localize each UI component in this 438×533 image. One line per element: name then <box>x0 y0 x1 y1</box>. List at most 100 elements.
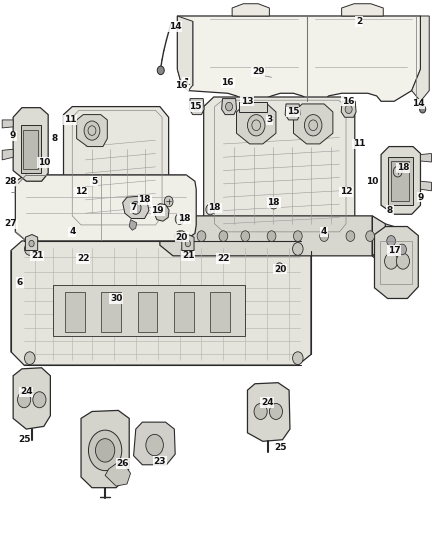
Circle shape <box>25 352 35 365</box>
Text: 11: 11 <box>64 116 76 124</box>
Polygon shape <box>25 235 38 251</box>
Polygon shape <box>64 107 169 229</box>
Text: 18: 18 <box>397 164 409 172</box>
Circle shape <box>197 231 206 241</box>
Text: 22: 22 <box>217 254 230 263</box>
Polygon shape <box>160 216 385 256</box>
Circle shape <box>385 253 398 269</box>
Text: 9: 9 <box>10 132 16 140</box>
Text: 18: 18 <box>138 196 151 204</box>
Circle shape <box>366 231 374 241</box>
Bar <box>65 292 85 332</box>
Text: 20: 20 <box>176 233 188 241</box>
Circle shape <box>247 115 265 136</box>
Text: 3: 3 <box>266 116 272 124</box>
Text: 28: 28 <box>5 177 17 185</box>
Circle shape <box>33 392 46 408</box>
Polygon shape <box>154 204 169 221</box>
Circle shape <box>157 66 164 75</box>
Polygon shape <box>182 235 194 251</box>
Bar <box>23 130 38 169</box>
Polygon shape <box>342 4 383 16</box>
Polygon shape <box>381 147 420 214</box>
Text: 6: 6 <box>17 278 23 287</box>
Polygon shape <box>11 241 311 365</box>
Circle shape <box>88 430 122 471</box>
Polygon shape <box>134 422 175 465</box>
Text: 25: 25 <box>274 443 286 452</box>
Circle shape <box>267 231 276 241</box>
Text: 8: 8 <box>387 206 393 215</box>
Polygon shape <box>105 464 131 486</box>
Text: 20: 20 <box>274 265 286 273</box>
Polygon shape <box>372 216 412 264</box>
Text: 15: 15 <box>287 108 300 116</box>
Bar <box>391 161 409 201</box>
Text: 21: 21 <box>182 252 194 260</box>
Circle shape <box>393 166 402 177</box>
Polygon shape <box>13 108 48 181</box>
Text: 27: 27 <box>5 220 17 228</box>
Circle shape <box>18 392 31 408</box>
Circle shape <box>304 115 322 136</box>
Circle shape <box>346 231 355 241</box>
Polygon shape <box>285 104 300 120</box>
Bar <box>138 292 157 332</box>
Polygon shape <box>374 227 418 298</box>
Bar <box>380 241 412 284</box>
Circle shape <box>175 231 184 241</box>
Text: 4: 4 <box>69 228 75 236</box>
Polygon shape <box>177 16 193 91</box>
Circle shape <box>293 352 303 365</box>
Circle shape <box>175 214 184 224</box>
Text: 22: 22 <box>77 254 89 263</box>
Bar <box>388 157 413 205</box>
Text: 16: 16 <box>222 78 234 87</box>
Bar <box>21 125 41 173</box>
Circle shape <box>29 240 34 247</box>
Text: 12: 12 <box>75 188 87 196</box>
Circle shape <box>398 244 406 255</box>
Text: 23: 23 <box>154 457 166 465</box>
Text: 14: 14 <box>169 22 181 31</box>
Text: 10: 10 <box>366 177 378 185</box>
Text: 11: 11 <box>353 140 365 148</box>
Text: 18: 18 <box>178 214 190 223</box>
Polygon shape <box>129 220 137 230</box>
Text: 18: 18 <box>268 198 280 207</box>
Text: 12: 12 <box>340 188 352 196</box>
Circle shape <box>95 439 115 462</box>
Polygon shape <box>2 149 13 160</box>
Text: 9: 9 <box>417 193 424 201</box>
Text: 8: 8 <box>52 134 58 143</box>
Circle shape <box>219 231 228 241</box>
Polygon shape <box>222 99 237 115</box>
Text: 16: 16 <box>176 81 188 90</box>
Text: 13: 13 <box>241 97 254 106</box>
Circle shape <box>131 201 141 214</box>
Polygon shape <box>81 410 129 488</box>
Polygon shape <box>247 383 290 441</box>
Circle shape <box>269 198 278 209</box>
Text: 29: 29 <box>252 68 265 76</box>
Polygon shape <box>341 101 356 117</box>
Text: 16: 16 <box>342 97 354 106</box>
Text: 30: 30 <box>110 294 122 303</box>
Text: 19: 19 <box>152 206 164 215</box>
Text: 5: 5 <box>91 177 97 185</box>
Text: 24: 24 <box>20 387 32 396</box>
Polygon shape <box>420 154 431 162</box>
Text: 17: 17 <box>388 246 400 255</box>
Circle shape <box>345 105 352 114</box>
Circle shape <box>269 403 283 419</box>
Circle shape <box>185 240 191 247</box>
Polygon shape <box>189 99 204 115</box>
Polygon shape <box>15 175 196 241</box>
Circle shape <box>84 121 100 140</box>
Text: 4: 4 <box>321 228 327 236</box>
Circle shape <box>293 231 302 241</box>
Circle shape <box>25 243 35 255</box>
Text: 18: 18 <box>208 204 221 212</box>
Polygon shape <box>204 97 355 236</box>
Circle shape <box>193 102 200 111</box>
